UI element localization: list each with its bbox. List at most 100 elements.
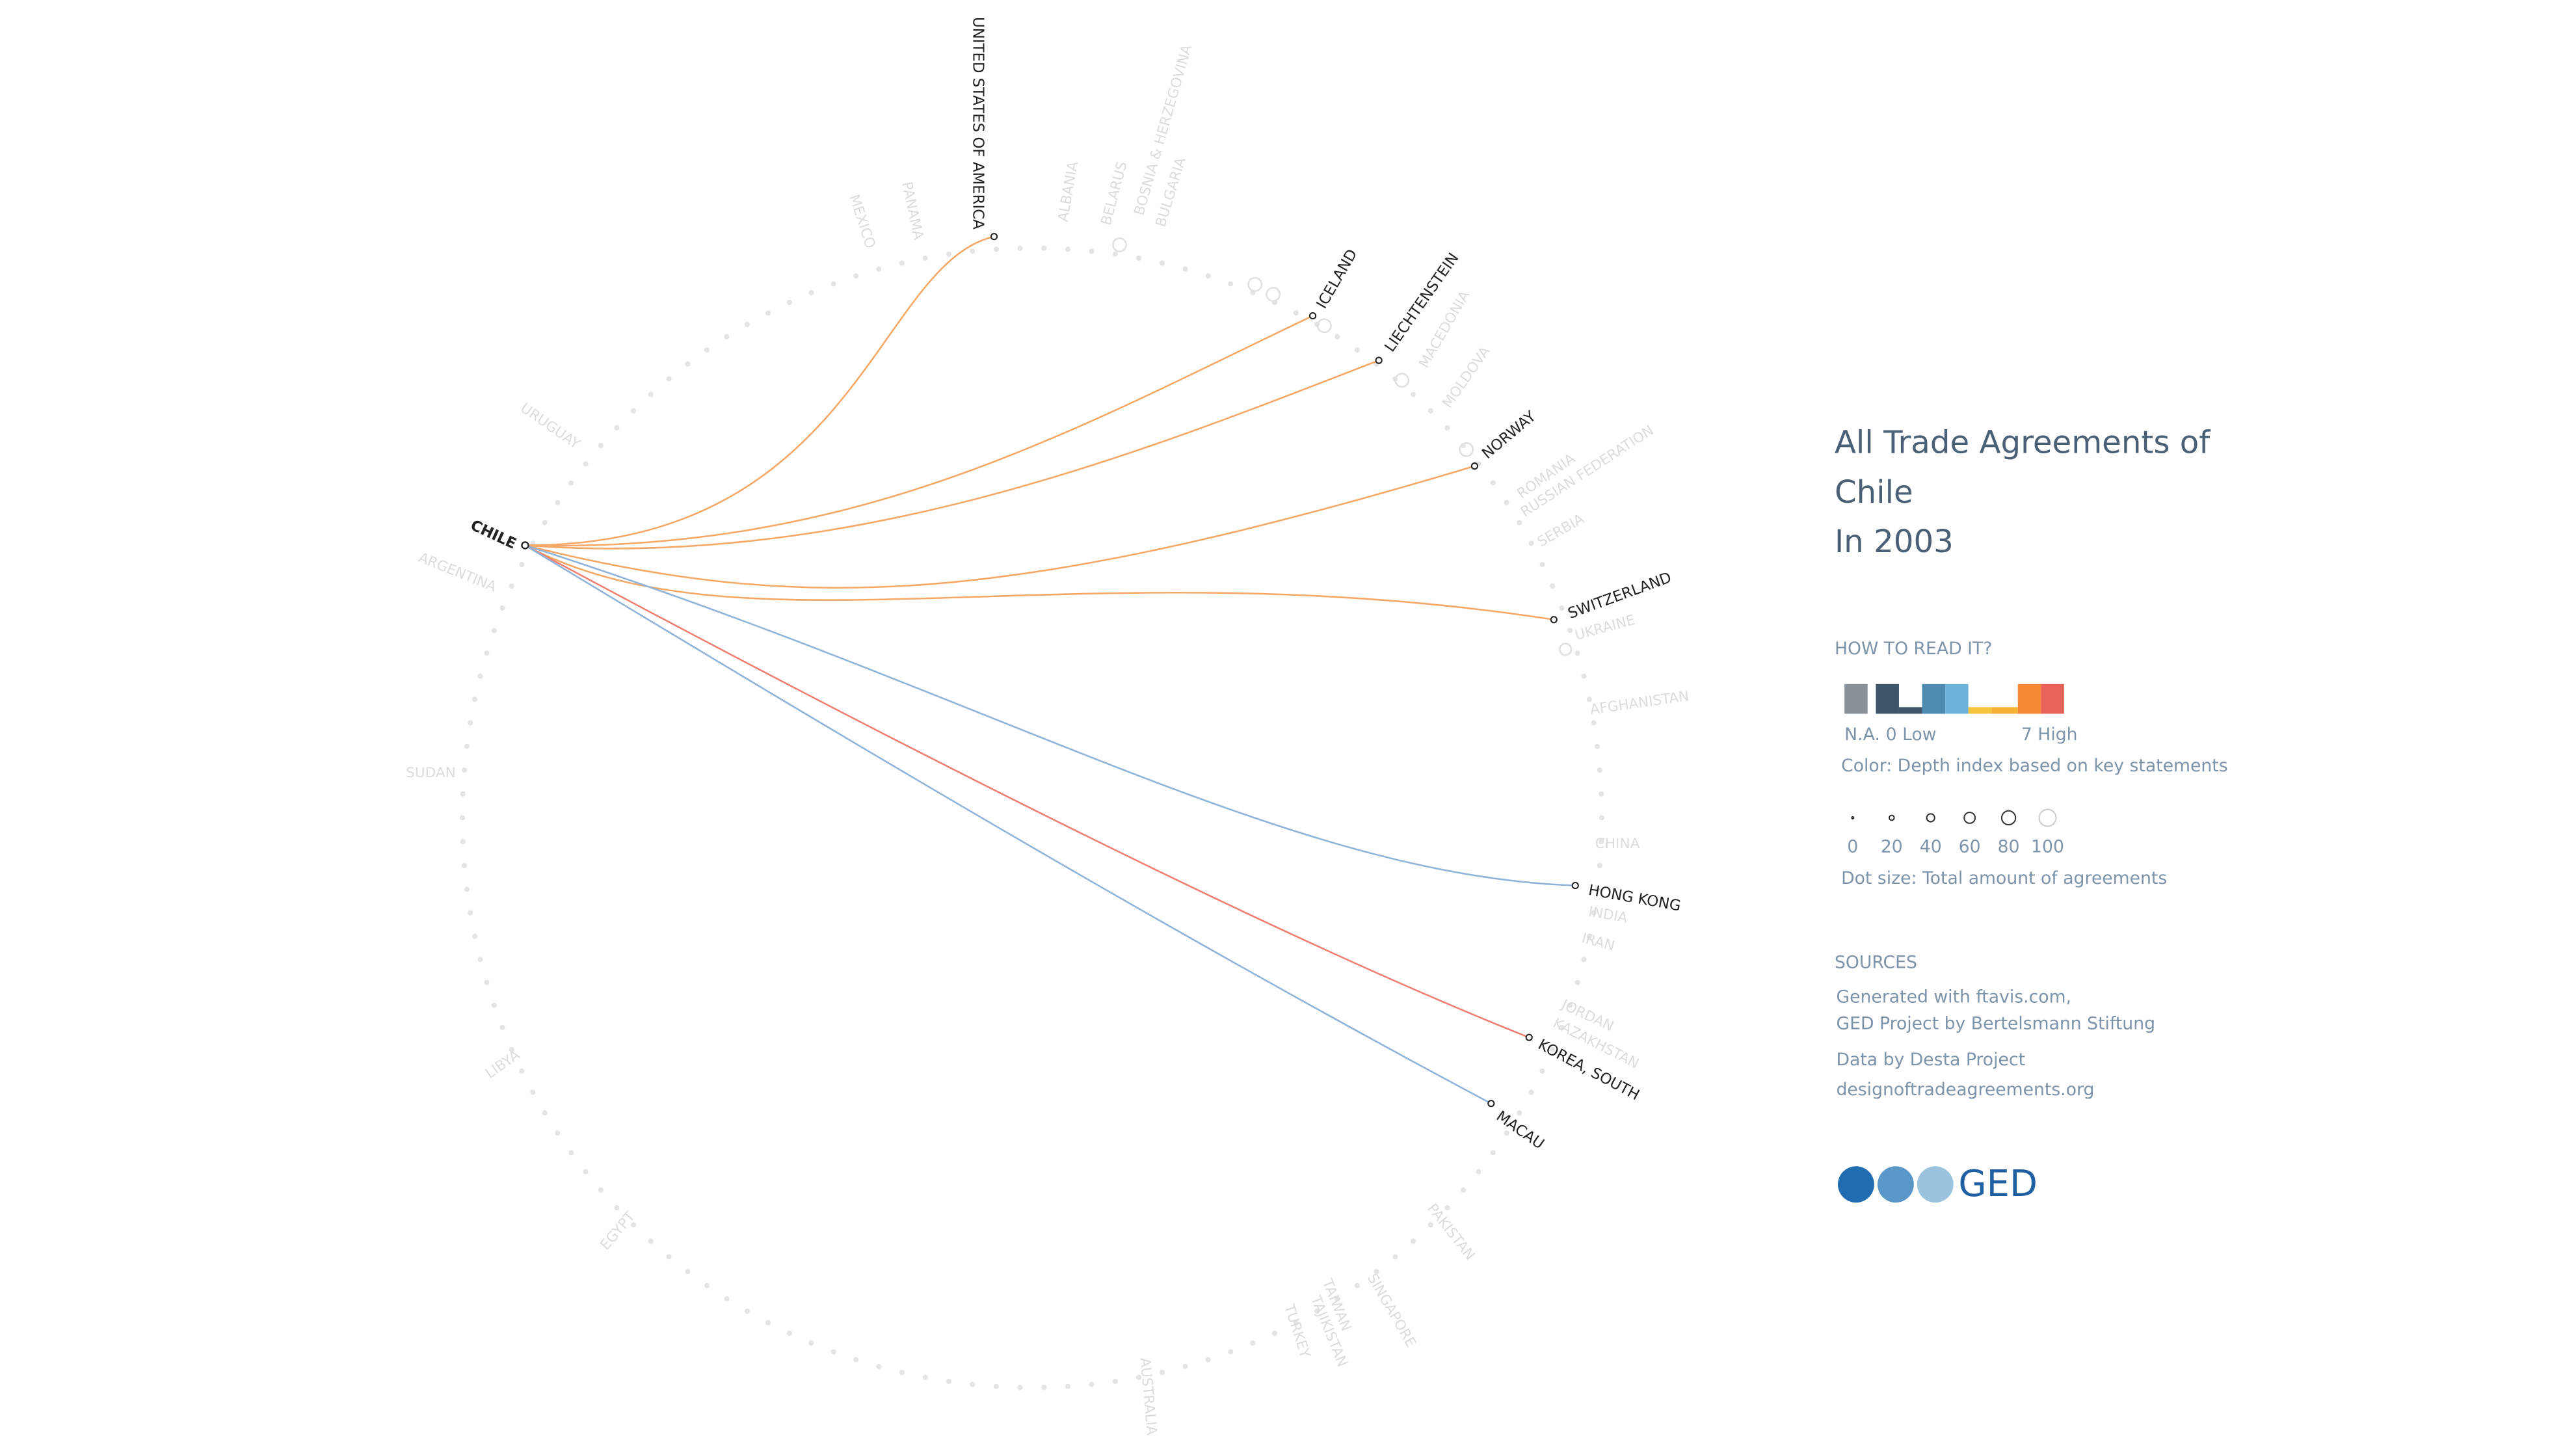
ring-dot xyxy=(1528,540,1534,546)
ring-dot xyxy=(1476,1169,1481,1175)
logo-globe xyxy=(1877,1166,1914,1203)
ring-dot xyxy=(685,1269,691,1275)
ring-dot xyxy=(1528,1089,1534,1095)
ring-dot xyxy=(1581,673,1587,679)
ring-dot xyxy=(555,1130,561,1136)
swatch xyxy=(1922,684,1946,714)
ring-dot xyxy=(499,1024,505,1030)
ring-dot xyxy=(1112,1378,1118,1385)
partner-node xyxy=(1550,616,1558,624)
ring-dot xyxy=(1293,1320,1299,1325)
ring-dot xyxy=(666,1254,672,1260)
country-label: ARGENTINA xyxy=(416,550,499,596)
country-label: BELARUS xyxy=(1098,160,1131,227)
ring-dot xyxy=(583,1169,589,1175)
country-label: AUSTRALIA xyxy=(1137,1357,1160,1436)
ring-dot xyxy=(1266,287,1281,302)
size-label: 40 xyxy=(1920,837,1942,857)
color-scale xyxy=(1844,684,2064,714)
ring-dot xyxy=(468,910,473,916)
ring-dot xyxy=(1112,251,1118,257)
ring-dot xyxy=(491,1002,497,1008)
country-label: EGYPT xyxy=(597,1208,639,1253)
swatch xyxy=(2041,684,2064,714)
country-label: INDIA xyxy=(1587,903,1629,926)
partner-node xyxy=(1375,356,1383,364)
ring-dot xyxy=(765,1320,771,1325)
ring-dot xyxy=(1490,1150,1496,1156)
legend-caption: Color: Depth index based on key statemen… xyxy=(1841,756,2228,776)
partner-label: UNITED STATES OF AMERICA xyxy=(970,17,987,230)
country-label: AFGHANISTAN xyxy=(1589,688,1690,718)
ring-dot xyxy=(1041,245,1047,251)
sources-heading: SOURCES xyxy=(1835,952,1917,972)
swatch xyxy=(1898,707,1922,714)
country-label: MOLDOVA xyxy=(1440,343,1494,411)
swatch xyxy=(1991,707,2018,714)
ring-dot xyxy=(808,1340,814,1346)
ring-dot xyxy=(464,743,470,749)
ring-dot xyxy=(499,605,505,611)
ring-dot xyxy=(1182,266,1188,272)
ring-dot xyxy=(1599,839,1604,845)
ring-dot xyxy=(1374,1269,1379,1275)
swatch xyxy=(1844,684,1868,714)
ring-dot xyxy=(876,266,882,272)
ring-dot xyxy=(460,791,466,797)
ring-dot xyxy=(1136,255,1142,261)
partner-node xyxy=(1470,462,1479,470)
country-label: PAKISTAN xyxy=(1424,1201,1478,1264)
trade-link xyxy=(525,315,1314,547)
side-panel: All Trade Agreements of Chile In 2003 HO… xyxy=(1835,425,2228,1205)
ring-dot xyxy=(1136,1374,1142,1380)
trade-link xyxy=(525,359,1379,550)
ring-dot xyxy=(724,1296,730,1302)
ring-dot xyxy=(630,1222,637,1228)
ring-dot xyxy=(1574,650,1580,656)
partner-label: NORWAY xyxy=(1479,408,1539,462)
ring-dot xyxy=(1159,1370,1165,1376)
source-line: designoftradeagreements.org xyxy=(1836,1080,2094,1100)
country-label: ALBANIA xyxy=(1055,160,1082,223)
ring-dot xyxy=(1293,310,1299,316)
ring-dot xyxy=(509,1046,514,1052)
ring-dot xyxy=(666,376,672,382)
size-label: 100 xyxy=(2031,837,2064,857)
legend-caption: Dot size: Total amount of agreements xyxy=(1841,868,2167,888)
ring-dot xyxy=(853,273,859,279)
ring-dot xyxy=(1182,1364,1188,1370)
country-label: PANAMA xyxy=(898,180,926,241)
ring-dot xyxy=(1581,957,1587,963)
ring-dot xyxy=(1444,1205,1450,1211)
ring-dot xyxy=(1065,246,1071,252)
ring-dot xyxy=(1504,499,1509,505)
ring-dot xyxy=(461,767,468,773)
title-line: Chile xyxy=(1835,474,1913,511)
ring-dot xyxy=(1459,442,1474,457)
ring-dot xyxy=(1504,1130,1509,1136)
ring-dot xyxy=(477,957,483,963)
legend-heading: HOW TO READ IT? xyxy=(1835,639,1992,659)
ring-dot xyxy=(704,347,710,353)
ring-dot xyxy=(1205,1357,1211,1363)
ring-dot xyxy=(786,1331,793,1336)
partner-node xyxy=(1487,1100,1495,1108)
ring-dot xyxy=(542,520,548,525)
ring-dot xyxy=(1228,281,1234,287)
ring-dot xyxy=(583,461,589,467)
ring-dot xyxy=(724,334,730,339)
ring-dot xyxy=(1597,862,1602,868)
size-dot xyxy=(1963,812,1976,824)
ring-dot xyxy=(648,1238,654,1244)
ring-dot xyxy=(464,886,470,892)
ring-dot xyxy=(1354,1283,1360,1288)
partner-node xyxy=(1571,881,1579,890)
ring-dot xyxy=(808,289,814,295)
ring-dot xyxy=(993,246,999,252)
ring-dot xyxy=(853,1357,859,1363)
ring-dot xyxy=(1574,979,1580,985)
size-label: 60 xyxy=(1959,837,1981,857)
ring-dot xyxy=(1205,273,1211,279)
